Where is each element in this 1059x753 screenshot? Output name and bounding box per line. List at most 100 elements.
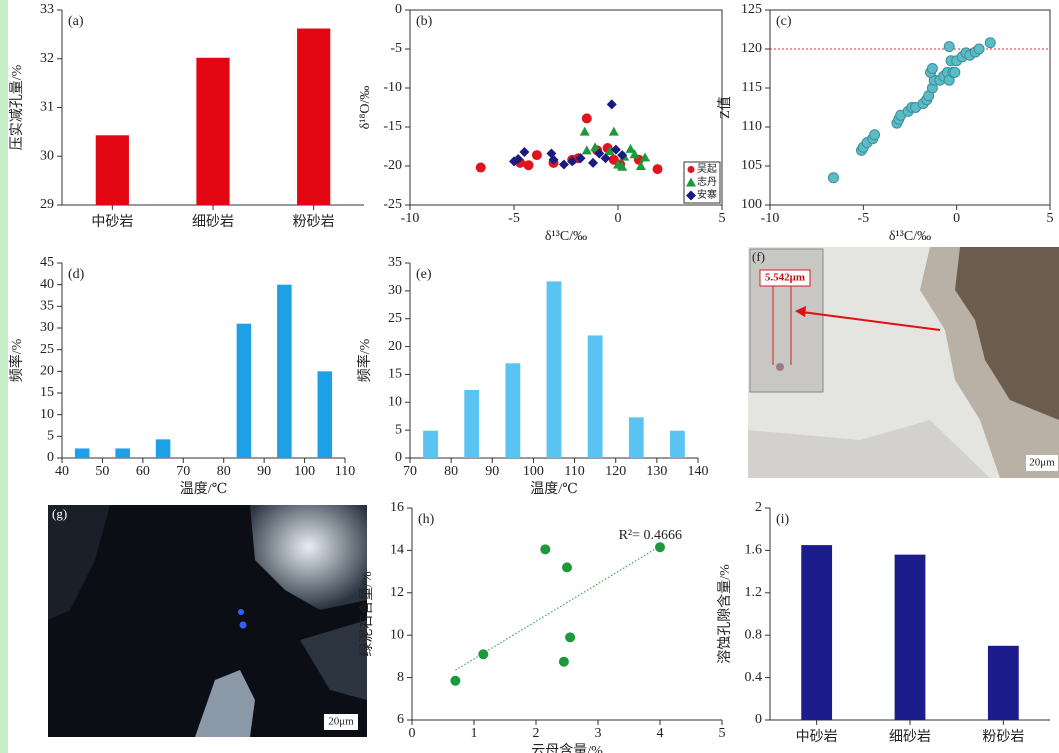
- y-tick-label: 0: [47, 450, 54, 465]
- point: [827, 172, 839, 184]
- x-tick-label: 粉砂岩: [293, 214, 335, 230]
- x-tick-label: 5: [719, 211, 726, 226]
- point: [562, 562, 572, 573]
- point: [478, 649, 489, 660]
- bar: [987, 645, 1019, 720]
- y-tick-label: 31: [40, 100, 54, 115]
- bar: [464, 390, 480, 458]
- y-tick-label: 15: [40, 385, 54, 400]
- x-tick-label: 100: [523, 464, 544, 479]
- point: [655, 542, 665, 553]
- scale-box: [324, 714, 358, 730]
- inclusion: [239, 621, 247, 629]
- bar: [546, 281, 562, 458]
- point: [565, 632, 576, 643]
- point: [590, 142, 601, 152]
- arrow: [801, 311, 941, 331]
- y-tick-label: 0: [395, 450, 402, 465]
- y-tick-label: 6: [397, 712, 404, 727]
- point: [640, 152, 651, 162]
- scale-box: [1026, 455, 1058, 471]
- micrograph-g: (g) 20μm: [48, 505, 367, 737]
- annotation: R²= 0.4666: [619, 528, 682, 543]
- y-tick-label: 0: [755, 712, 762, 727]
- x-axis-label: 温度/℃: [530, 481, 578, 497]
- trend-line: [455, 545, 661, 671]
- scale-bar: 20μm: [1029, 457, 1055, 469]
- arrow-head: [795, 306, 806, 317]
- point: [558, 159, 569, 170]
- grain: [300, 620, 367, 700]
- point: [581, 113, 592, 124]
- point: [604, 146, 615, 156]
- x-tick-label: 140: [688, 464, 709, 479]
- point: [617, 150, 628, 161]
- point: [531, 150, 542, 161]
- y-tick-label: 125: [741, 2, 762, 17]
- inclusion: [776, 363, 784, 371]
- x-tick-label: 50: [95, 464, 109, 479]
- panel-label: (c): [776, 14, 792, 29]
- y-tick-label: 115: [742, 80, 762, 95]
- y-tick-label: -20: [383, 158, 402, 173]
- point: [548, 154, 559, 165]
- y-tick-label: 12: [390, 585, 404, 600]
- x-tick-label: 110: [564, 464, 584, 479]
- y-tick-label: 10: [390, 627, 404, 642]
- panel-label: (e): [416, 267, 432, 282]
- point: [606, 99, 617, 110]
- bar: [423, 430, 438, 458]
- y-tick-label: 33: [40, 2, 54, 17]
- side-strip: [0, 0, 8, 753]
- point: [926, 63, 938, 74]
- x-tick-label: 1: [471, 726, 478, 741]
- x-axis-label: δ¹³C/‰: [889, 229, 931, 244]
- point: [450, 675, 461, 686]
- measure-box: [759, 269, 811, 287]
- panel-label: (d): [68, 267, 85, 282]
- y-axis-label: δ¹⁸O/‰: [358, 86, 373, 130]
- point: [984, 37, 996, 49]
- y-tick-label: 20: [40, 364, 54, 379]
- x-tick-label: 粉砂岩: [982, 729, 1024, 745]
- y-tick-label: 105: [741, 158, 762, 173]
- point: [575, 153, 586, 164]
- x-tick-label: 细砂岩: [889, 729, 931, 745]
- point: [610, 144, 621, 155]
- x-tick-label: 0: [409, 726, 416, 741]
- y-tick-label: 8: [397, 670, 404, 685]
- panel-label: (f): [752, 249, 765, 264]
- bar: [670, 430, 685, 458]
- y-tick-label: 30: [388, 283, 402, 298]
- point: [600, 153, 611, 164]
- point: [629, 149, 640, 159]
- y-axis-label: 压实减孔量/%: [9, 64, 25, 150]
- point: [625, 143, 636, 153]
- x-tick-label: 130: [646, 464, 667, 479]
- inclusion: [238, 609, 244, 615]
- x-axis-label: 温度/℃: [180, 481, 228, 497]
- point: [567, 156, 578, 167]
- y-tick-label: 29: [40, 197, 54, 212]
- x-tick-label: 中砂岩: [796, 729, 838, 745]
- bar: [236, 323, 252, 458]
- y-tick-label: 40: [40, 277, 54, 292]
- legend-label: 安寨: [697, 188, 717, 201]
- bright-grain: [250, 505, 367, 610]
- bar: [115, 448, 130, 458]
- x-tick-label: 0: [953, 211, 960, 226]
- y-tick-label: 1.2: [745, 585, 763, 600]
- y-tick-label: 45: [40, 255, 54, 270]
- plot-frame: [409, 9, 723, 206]
- y-tick-label: 100: [741, 197, 762, 212]
- y-tick-label: -5: [390, 41, 402, 56]
- y-tick-label: 0.4: [745, 670, 763, 685]
- y-tick-label: 16: [390, 500, 404, 515]
- x-tick-label: 100: [294, 464, 315, 479]
- point: [652, 164, 663, 175]
- bar: [894, 554, 926, 720]
- point: [869, 129, 881, 141]
- bar: [196, 57, 230, 206]
- x-tick-label: -5: [508, 211, 520, 226]
